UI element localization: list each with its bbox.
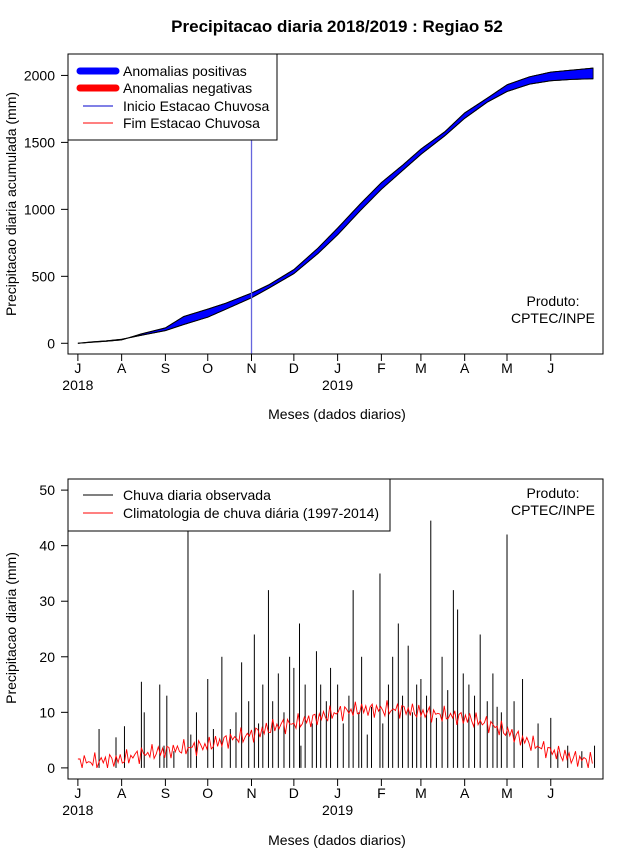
x-tick-label: A [117,785,127,801]
x-tick-label: F [377,360,386,376]
x-tick-label: J [74,360,81,376]
x-tick-label: M [501,360,513,376]
y-tick-label: 50 [39,482,55,498]
x-tick-label: M [501,785,513,801]
y-tick-label: 30 [39,593,55,609]
y-tick-label: 500 [32,268,56,284]
y-tick-label: 2000 [24,67,55,83]
y-axis-label: Precipitacao diaria (mm) [3,552,19,704]
x-tick-label: O [202,785,213,801]
y-tick-label: 10 [39,704,55,720]
x-tick-label: A [117,360,127,376]
legend-label: Fim Estacao Chuvosa [123,115,260,131]
year-label: 2018 [62,802,93,818]
x-axis-label: Meses (dados diarios) [268,406,406,422]
annotation-line: CPTEC/INPE [511,502,595,518]
legend-label: Inicio Estacao Chuvosa [123,98,270,114]
legend-label: Climatologia de chuva diária (1997-2014) [123,505,379,521]
x-tick-label: J [74,785,81,801]
annotation-line: Produto: [527,293,580,309]
annotation-line: CPTEC/INPE [511,310,595,326]
year-label: 2018 [62,377,93,393]
series-line-observed [77,67,594,344]
x-tick-label: J [547,360,554,376]
y-axis-label: Precipitacao diaria acumulada (mm) [3,92,19,316]
climatology-line [77,700,593,769]
y-tick-label: 20 [39,649,55,665]
x-tick-label: J [547,785,554,801]
x-tick-label: S [161,785,170,801]
legend: Chuva diaria observada Climatologia de c… [67,478,391,532]
legend-box [67,478,391,532]
x-tick-label: M [415,785,427,801]
y-tick-label: 40 [39,538,55,554]
x-tick-label: A [460,785,470,801]
legend-label: Anomalias negativas [123,80,252,96]
y-tick-label: 0 [47,335,55,351]
x-tick-label: J [334,785,341,801]
daily-series [77,520,596,769]
x-tick-label: S [161,360,170,376]
x-tick-label: N [246,785,256,801]
y-tick-label: 0 [47,760,55,776]
x-tick-label: O [202,360,213,376]
x-tick-label: M [415,360,427,376]
x-tick-label: F [377,785,386,801]
series-line-climatology [77,78,594,344]
x-tick-label: D [289,785,299,801]
y-tick-label: 1500 [24,134,55,150]
x-tick-label: J [334,360,341,376]
x-tick-label: D [289,360,299,376]
chart-cumulative: Precipitacao diaria 2018/2019 : Regiao 5… [3,17,604,422]
legend-label: Anomalias positivas [123,63,247,79]
x-tick-label: A [460,360,470,376]
legend-label: Chuva diaria observada [123,487,271,503]
year-label: 2019 [322,802,353,818]
x-axis-label: Meses (dados diarios) [268,832,406,848]
chart-title: Precipitacao diaria 2018/2019 : Regiao 5… [171,17,503,36]
year-label: 2019 [322,377,353,393]
y-tick-label: 1000 [24,201,55,217]
legend: Anomalias positivas Anomalias negativas … [67,53,278,141]
annotation-line: Produto: [527,485,580,501]
x-tick-label: N [246,360,256,376]
